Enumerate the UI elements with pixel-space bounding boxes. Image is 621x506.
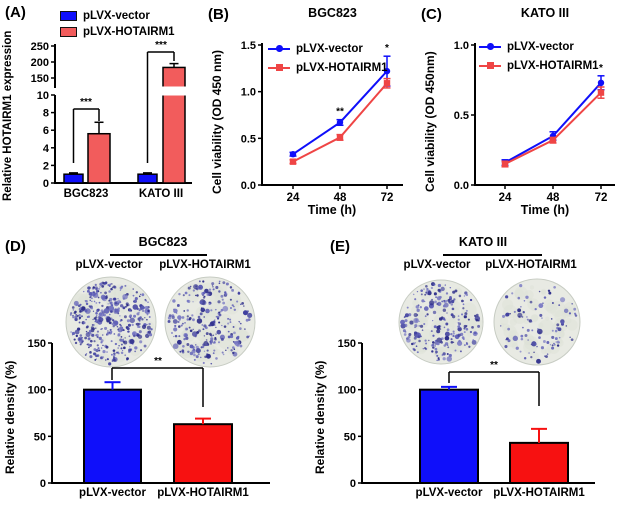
svg-text:150: 150 — [31, 73, 49, 85]
legend-row-vector: pLVX-vector — [479, 41, 599, 53]
legend-row-hotairm1: pLVX-HOTAIRM1 — [60, 26, 175, 38]
legend-line-hotairm1 — [268, 63, 290, 72]
legend-label-vector: pLVX-vector — [83, 10, 150, 22]
panel-b-legend: pLVX-vector pLVX-HOTAIRM1 — [268, 43, 388, 74]
panel-d-cell-line-header: BGC823 — [138, 235, 188, 249]
svg-text:6: 6 — [43, 125, 49, 137]
svg-text:50: 50 — [34, 431, 46, 443]
panel-e-chart: 0 50 100 150 pLVX-vector pLVX-HOTAIRM1 ** — [338, 278, 595, 499]
panel-d-letter: (D) — [5, 238, 26, 255]
svg-text:48: 48 — [547, 192, 560, 204]
svg-text:*: * — [385, 43, 389, 54]
svg-text:***: *** — [155, 40, 167, 51]
panel-a: 0 2 4 6 8 10 150 200 250 BGC823 KATO III *** *** (A)… — [0, 0, 200, 230]
svg-text:2: 2 — [43, 160, 49, 172]
panel-a-letter: (A) — [5, 4, 26, 21]
svg-text:0: 0 — [350, 478, 356, 490]
panel-e-cell-line-header: KATO III — [458, 235, 508, 249]
panel-e-y-axis-label: Relative density (%) — [313, 360, 327, 474]
panel-d-chart: 0 50 100 150 pLVX-vector pLVX-HOTAIRM1 ** — [28, 276, 270, 499]
svg-text:BGC823: BGC823 — [64, 188, 109, 200]
panel-d-y-axis-label: Relative density (%) — [3, 360, 17, 474]
svg-text:100: 100 — [338, 385, 356, 397]
svg-text:KATO III: KATO III — [139, 188, 183, 200]
legend-row-vector: pLVX-vector — [268, 43, 388, 55]
panel-d: 0 50 100 150 pLVX-vector pLVX-HOTAIRM1 ** (D) … — [0, 230, 310, 506]
legend-row-vector: pLVX-vector — [60, 10, 175, 22]
svg-text:0.5: 0.5 — [454, 110, 469, 122]
svg-text:1.0: 1.0 — [454, 40, 469, 52]
panel-c-x-axis-label: Time (h) — [520, 203, 570, 217]
svg-text:***: *** — [80, 97, 92, 108]
panel-b-chart: 0.00.51.01.524 48 72*** — [241, 40, 403, 204]
panel-a-y-axis-label: Relative HOTAIRM1 expression — [2, 30, 14, 202]
svg-text:pLVX-vector: pLVX-vector — [416, 487, 483, 499]
svg-text:1.5: 1.5 — [241, 40, 256, 52]
svg-text:0.0: 0.0 — [454, 180, 469, 192]
svg-text:200: 200 — [31, 57, 49, 69]
panel-d-header-underline — [110, 254, 207, 256]
legend-row-hotairm1: pLVX-HOTAIRM1 — [268, 62, 388, 74]
legend-row-hotairm1: pLVX-HOTAIRM1 — [479, 60, 599, 72]
panel-c-legend: pLVX-vector pLVX-HOTAIRM1 — [479, 41, 599, 72]
svg-text:24: 24 — [499, 192, 512, 204]
svg-text:pLVX-HOTAIRM1: pLVX-HOTAIRM1 — [493, 487, 585, 499]
panel-b-title: BGC823 — [308, 6, 357, 20]
legend-label-vector: pLVX-vector — [507, 41, 574, 53]
panel-e: 0 50 100 150 pLVX-vector pLVX-HOTAIRM1 ** (E) … — [310, 230, 621, 506]
svg-text:72: 72 — [381, 192, 394, 204]
svg-text:24: 24 — [287, 192, 300, 204]
svg-text:0: 0 — [43, 178, 49, 190]
svg-text:**: ** — [336, 107, 344, 118]
panel-c-letter: (C) — [421, 6, 442, 23]
svg-text:pLVX-vector: pLVX-vector — [79, 487, 146, 499]
svg-text:0.5: 0.5 — [241, 133, 256, 145]
svg-text:48: 48 — [334, 192, 347, 204]
panel-d-dish-label-hotairm1: pLVX-HOTAIRM1 — [159, 259, 251, 271]
svg-text:0.0: 0.0 — [241, 180, 256, 192]
panel-b-letter: (B) — [208, 6, 229, 23]
legend-swatch-hotairm1 — [60, 27, 77, 37]
legend-label-hotairm1: pLVX-HOTAIRM1 — [296, 62, 388, 74]
panel-b-x-axis-label: Time (h) — [307, 203, 357, 217]
svg-text:**: ** — [490, 360, 498, 371]
panel-c-y-axis-label: Cell viability (OD 450nm) — [423, 51, 437, 193]
svg-text:pLVX-HOTAIRM1: pLVX-HOTAIRM1 — [157, 487, 249, 499]
legend-line-vector — [479, 42, 501, 51]
legend-line-vector — [268, 44, 290, 53]
panel-e-header-underline — [443, 254, 542, 256]
legend-label-hotairm1: pLVX-HOTAIRM1 — [507, 60, 599, 72]
panel-c: 0.0 0.5 1.0 24 48 72 * (C) KATO III Cell viabi… — [415, 0, 621, 230]
panel-a-chart: 0 2 4 6 8 10 150 200 250 BGC823 KATO III *** *** — [31, 40, 192, 200]
panel-c-chart: 0.0 0.5 1.0 24 48 72 * — [454, 40, 615, 204]
svg-text:72: 72 — [595, 192, 608, 204]
panel-d-dish-label-vector: pLVX-vector — [75, 259, 143, 271]
panel-b: 0.0 0.5 1.0 1.5 24 48 72 ** * (B) BGC823 Cell vi… — [200, 0, 415, 230]
panel-c-title: KATO III — [520, 6, 570, 20]
legend-label-vector: pLVX-vector — [296, 43, 363, 55]
legend-label-hotairm1: pLVX-HOTAIRM1 — [83, 26, 175, 38]
panel-e-letter: (E) — [330, 238, 350, 255]
panel-b-y-axis-label: Cell viability (OD 450 nm) — [210, 49, 224, 195]
svg-text:0: 0 — [40, 478, 46, 490]
svg-text:8: 8 — [43, 108, 49, 120]
panel-a-legend: pLVX-vector pLVX-HOTAIRM1 — [60, 10, 175, 38]
legend-swatch-vector — [60, 11, 77, 21]
svg-text:100: 100 — [28, 385, 46, 397]
svg-text:4: 4 — [43, 143, 50, 155]
panel-e-dish-label-vector: pLVX-vector — [403, 259, 471, 271]
svg-text:**: ** — [154, 356, 162, 367]
svg-text:150: 150 — [338, 338, 356, 350]
svg-text:50: 50 — [344, 431, 356, 443]
svg-text:1.0: 1.0 — [241, 87, 256, 99]
svg-text:*: * — [599, 63, 603, 74]
legend-line-hotairm1 — [479, 61, 501, 70]
svg-text:150: 150 — [28, 338, 46, 350]
panel-e-dish-label-hotairm1: pLVX-HOTAIRM1 — [485, 259, 577, 271]
svg-text:250: 250 — [31, 41, 49, 53]
svg-text:10: 10 — [37, 90, 49, 102]
